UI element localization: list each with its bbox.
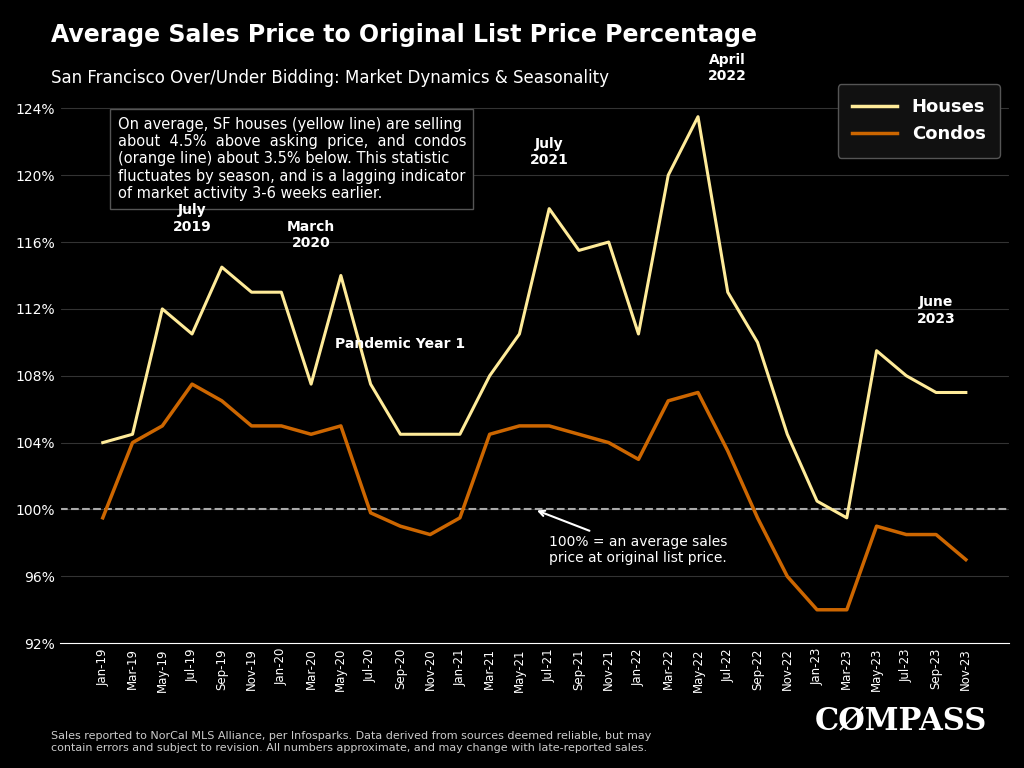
Legend: Houses, Condos: Houses, Condos [838,84,1000,158]
Text: Pandemic Year 1: Pandemic Year 1 [335,336,466,351]
Text: March
2020: March 2020 [287,220,335,250]
Text: San Francisco Over/Under Bidding: Market Dynamics & Seasonality: San Francisco Over/Under Bidding: Market… [51,69,609,87]
Text: July
2019: July 2019 [173,204,211,233]
Text: Sales reported to NorCal MLS Alliance, per Infosparks. Data derived from sources: Sales reported to NorCal MLS Alliance, p… [51,731,651,753]
Text: 100% = an average sales
price at original list price.: 100% = an average sales price at origina… [539,511,728,564]
Text: Average Sales Price to Original List Price Percentage: Average Sales Price to Original List Pri… [51,23,757,47]
Text: CØMPASS: CØMPASS [815,707,987,737]
Text: April
2022: April 2022 [709,53,748,83]
Text: July
2021: July 2021 [529,137,568,167]
Text: On average, SF houses (yellow line) are selling
about  4.5%  above  asking  pric: On average, SF houses (yellow line) are … [118,117,466,201]
Text: June
2023: June 2023 [916,296,955,326]
